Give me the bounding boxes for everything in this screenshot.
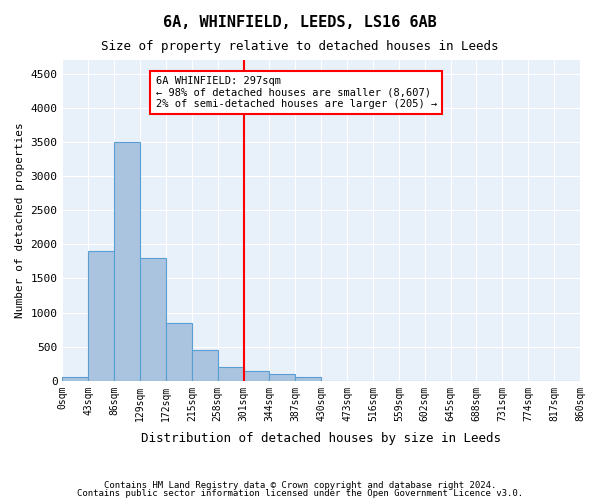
- Y-axis label: Number of detached properties: Number of detached properties: [15, 122, 25, 318]
- Bar: [295, 378, 321, 381]
- Bar: [269, 374, 295, 381]
- Text: Size of property relative to detached houses in Leeds: Size of property relative to detached ho…: [101, 40, 499, 53]
- X-axis label: Distribution of detached houses by size in Leeds: Distribution of detached houses by size …: [141, 432, 501, 445]
- Bar: [62, 378, 88, 381]
- Bar: [192, 350, 218, 381]
- Text: Contains HM Land Registry data © Crown copyright and database right 2024.: Contains HM Land Registry data © Crown c…: [104, 481, 496, 490]
- Text: Contains public sector information licensed under the Open Government Licence v3: Contains public sector information licen…: [77, 488, 523, 498]
- Text: 6A WHINFIELD: 297sqm
← 98% of detached houses are smaller (8,607)
2% of semi-det: 6A WHINFIELD: 297sqm ← 98% of detached h…: [155, 76, 437, 109]
- Bar: [218, 367, 244, 381]
- Bar: [140, 258, 166, 381]
- Text: 6A, WHINFIELD, LEEDS, LS16 6AB: 6A, WHINFIELD, LEEDS, LS16 6AB: [163, 15, 437, 30]
- Bar: [244, 370, 269, 381]
- Bar: [114, 142, 140, 381]
- Bar: [166, 323, 192, 381]
- Bar: [88, 251, 114, 381]
